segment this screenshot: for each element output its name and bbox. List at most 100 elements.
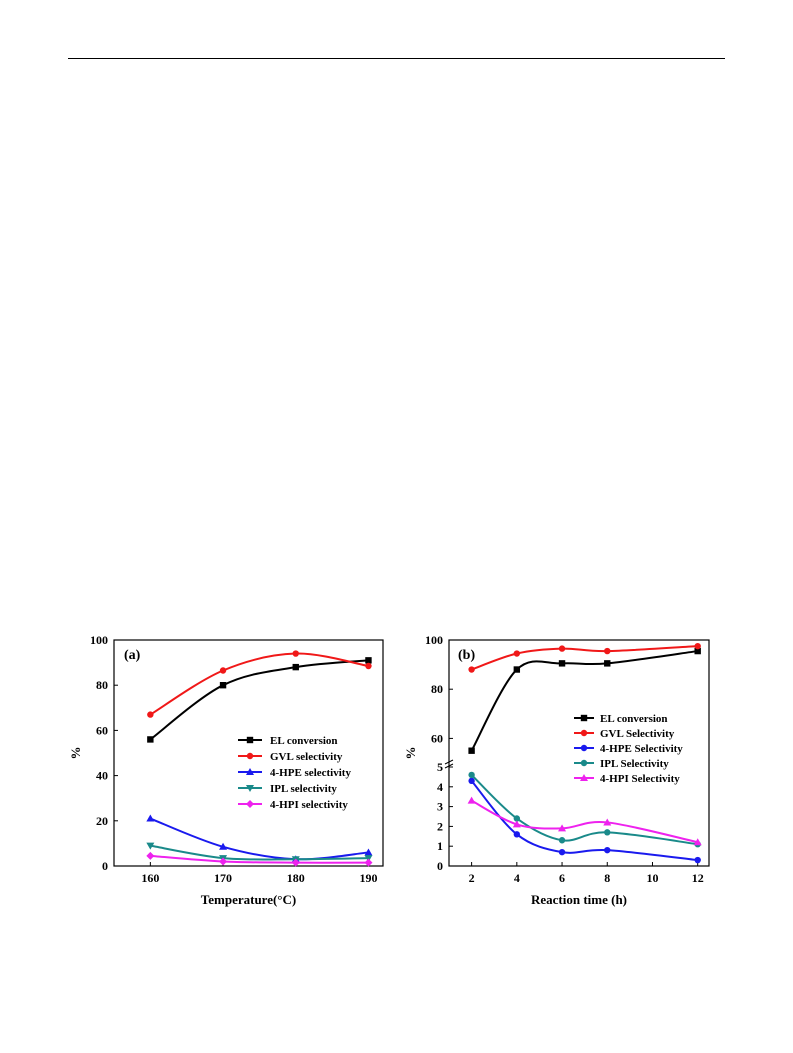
panel-a-chart: 160 170 180 190 0 20 40 60 80 100 Temperature(°C)%… <box>68 633 384 907</box>
legend-marker <box>246 768 254 775</box>
x-tick-label: 10 <box>646 871 658 885</box>
panel-label: (a) <box>124 648 141 663</box>
legend-marker <box>580 759 588 767</box>
x-tick-label: 12 <box>692 871 704 885</box>
data-point <box>694 647 701 655</box>
legend-marker <box>580 729 588 737</box>
panel-label: (b) <box>458 648 475 663</box>
legend-label: IPL selectivity <box>270 783 337 795</box>
data-point <box>558 848 566 856</box>
x-axis-label: Reaction time (h) <box>531 892 627 907</box>
legend-label: 4-HPE Selectivity <box>600 743 683 755</box>
series-line <box>471 645 698 671</box>
data-point <box>467 796 476 804</box>
y-tick-label: 20 <box>96 814 108 828</box>
legend-label: EL conversion <box>270 735 338 747</box>
data-point <box>292 663 299 671</box>
data-point <box>365 657 372 664</box>
data-point <box>694 856 701 864</box>
x-tick-label: 6 <box>559 871 565 885</box>
data-point <box>219 842 228 850</box>
axis-break-mark <box>444 763 454 769</box>
legend-marker <box>246 785 254 792</box>
y-tick-label: 100 <box>425 633 443 647</box>
y-tick-label: 80 <box>96 678 108 692</box>
data-point <box>558 660 566 667</box>
legend-label: GVL Selectivity <box>600 728 675 740</box>
y-axis-label: % <box>68 747 83 760</box>
x-tick-label: 190 <box>359 871 377 885</box>
legend-label: EL conversion <box>600 713 668 725</box>
data-point <box>513 650 521 657</box>
data-point <box>468 747 475 754</box>
x-tick-label: 160 <box>141 871 159 885</box>
y-tick-label: 60 <box>431 731 443 745</box>
data-point <box>512 820 521 828</box>
y-tick-label: 40 <box>96 769 108 783</box>
legend-marker <box>246 736 254 744</box>
data-point <box>292 650 299 657</box>
x-tick-label: 180 <box>287 871 305 885</box>
data-point <box>146 814 155 822</box>
y-tick-label: 1 <box>437 839 443 853</box>
data-point <box>604 829 611 836</box>
data-point <box>468 666 475 673</box>
y-tick-label: 0 <box>102 859 108 873</box>
axis-break-mark <box>444 759 454 765</box>
data-point <box>604 846 611 854</box>
y-tick-label: 60 <box>96 723 108 737</box>
data-point <box>694 642 701 650</box>
page-header-rule <box>68 58 725 59</box>
x-tick-label: 4 <box>514 871 520 885</box>
data-point <box>146 851 155 860</box>
data-point <box>513 831 521 838</box>
y-tick-label: 80 <box>431 682 443 696</box>
data-point <box>364 858 373 867</box>
y-tick-label: 4 <box>437 780 443 794</box>
data-point <box>364 855 373 863</box>
x-tick-label: 8 <box>604 871 610 885</box>
data-point <box>364 848 373 856</box>
legend-marker <box>246 800 254 808</box>
y-axis-label: % <box>403 747 418 760</box>
y-tick-label: 2 <box>437 819 443 833</box>
data-point <box>146 842 155 850</box>
y-tick-label: 0 <box>437 859 443 873</box>
x-axis-label: Temperature(°C) <box>201 892 296 907</box>
y-tick-label: 5 <box>437 760 443 774</box>
legend-marker <box>580 714 588 722</box>
data-point <box>468 777 475 785</box>
data-point <box>558 837 566 844</box>
series-line <box>149 817 369 861</box>
series-line <box>150 854 369 864</box>
x-tick-label: 170 <box>214 871 232 885</box>
data-point <box>604 660 611 667</box>
legend-marker <box>580 774 588 781</box>
series-line <box>150 844 369 861</box>
data-point <box>291 858 300 867</box>
plot-frame <box>448 639 710 867</box>
data-point <box>219 857 228 866</box>
data-point <box>147 711 154 718</box>
legend-marker <box>580 744 588 752</box>
data-point <box>468 771 475 779</box>
legend-label: GVL selectivity <box>270 751 343 763</box>
data-point <box>558 645 566 652</box>
data-point <box>219 667 227 674</box>
data-point <box>219 682 227 689</box>
x-tick-label: 2 <box>469 871 475 885</box>
legend-label: 4-HPI Selectivity <box>600 773 680 785</box>
legend-label: IPL Selectivity <box>600 758 669 770</box>
plot-frame <box>113 639 384 867</box>
data-point <box>147 736 154 743</box>
data-point <box>558 824 567 832</box>
data-point <box>513 666 521 673</box>
series-line <box>149 659 369 741</box>
data-point <box>693 838 702 846</box>
y-tick-label: 100 <box>90 633 108 647</box>
legend-marker <box>246 752 254 760</box>
data-point <box>603 818 612 826</box>
legend-label: 4-HPE selectivity <box>270 767 351 779</box>
